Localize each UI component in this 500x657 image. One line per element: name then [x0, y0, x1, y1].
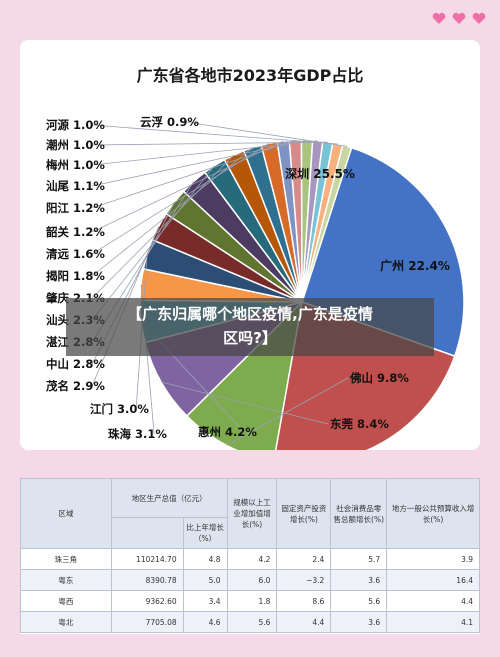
leader-line-2: [226, 377, 349, 446]
pie-label-20: 云浮 0.9%: [140, 115, 199, 129]
pie-label-2: 佛山 9.8%: [349, 371, 409, 385]
table-header: 地方一般公共预算收入增长(%): [386, 478, 480, 549]
table-cell: 粤北: [20, 611, 112, 633]
overlay-line-2: 区吗?】: [223, 329, 277, 347]
table-cell: 5.6: [330, 590, 388, 612]
economic-table: 区域 地区生产总值（亿元） 规模以上工业增加值增长(%) 固定资产投资增长(%)…: [20, 478, 480, 634]
overlay-line-1: 【广东归属哪个地区疫情,广东是疫情: [127, 305, 373, 323]
table-row: 珠三角 110214.70 4.8 4.2 2.4 5.7 3.9: [20, 548, 480, 570]
table-cell: 6.0: [226, 569, 278, 591]
table-cell: 5.0: [182, 569, 228, 591]
leader-line-10: [91, 165, 215, 321]
leader-line-19: [92, 124, 338, 145]
table-cell: 4.4: [386, 590, 480, 612]
table-cell: 粤西: [20, 590, 112, 612]
table-cell: 110214.70: [110, 548, 184, 570]
heart-icon: [452, 12, 466, 24]
table-cell: 4.2: [226, 548, 278, 570]
pie-label-0: 深圳 25.5%: [285, 166, 355, 181]
leader-line-18: [92, 141, 328, 146]
pie-label-4: 惠州 4.2%: [198, 425, 257, 439]
table-row: 粤东 8390.78 5.0 6.0 −3.2 3.6 16.4: [20, 569, 480, 591]
table-cell: 3.6: [330, 611, 388, 633]
table-cell: 粤东: [20, 569, 112, 591]
pie-label-3: 东莞 8.4%: [330, 417, 389, 431]
leader-line-14: [91, 140, 284, 233]
table-cell: 1.8: [226, 590, 278, 612]
table-cell: 3.4: [182, 590, 228, 612]
table-cell: 16.4: [386, 569, 480, 591]
chart-title: 广东省各地市2023年GDP占比: [136, 66, 364, 85]
leader-line-15: [91, 139, 296, 209]
heart-icon: [472, 12, 486, 24]
table-header: 区域: [20, 478, 112, 549]
leader-line-12: [91, 147, 253, 277]
table-cell: 5.7: [330, 548, 388, 570]
table-cell: 4.4: [276, 611, 332, 633]
table-cell: 4.1: [386, 611, 480, 633]
leader-line-3: [161, 381, 329, 425]
table-cell: 5.6: [226, 611, 278, 633]
pie-chart: 深圳 25.5% 广州 22.4% 佛山 9.8% 东莞 8.4% 惠州 4.2% 珠海 …: [45, 115, 465, 450]
leader-line-20: [186, 121, 348, 147]
table-subheader: 比上年增长（%）: [182, 517, 228, 549]
table-cell: 4.6: [182, 611, 228, 633]
table-cell: 7705.08: [110, 611, 184, 633]
table-cell: 8.6: [276, 590, 332, 612]
leader-line-16: [92, 139, 308, 187]
chart-card: 广东省各地市2023年GDP占比 深圳 25.5% 广州 22.4% 佛山 9.8%…: [20, 40, 480, 450]
pie-label-8: 中山 2.8%: [46, 357, 105, 371]
pie-label-17: 梅州 1.0%: [46, 158, 105, 172]
heart-icon: [432, 12, 446, 24]
table-header: 地区生产总值（亿元）: [110, 478, 228, 518]
pie-label-15: 阳江 1.2%: [46, 201, 105, 215]
table-header: 规模以上工业增加值增长(%): [226, 478, 278, 549]
table-cell: 3.9: [386, 548, 480, 570]
table-cell: 8390.78: [110, 569, 184, 591]
pie-label-14: 韶关 1.2%: [46, 225, 105, 239]
pie-label-7: 茂名 2.9%: [46, 379, 105, 393]
leader-line-11: [91, 154, 235, 299]
table-row: 粤西 9362.60 3.4 1.8 8.6 5.6 4.4: [20, 590, 480, 612]
table-cell: 珠三角: [20, 548, 112, 570]
table-cell: −3.2: [276, 569, 332, 591]
table-cell: 9362.60: [110, 590, 184, 612]
table-header: 固定资产投资增长(%): [276, 478, 332, 549]
pie-label-12: 揭阳 1.8%: [46, 269, 105, 283]
pie-label-19: 河源 1.0%: [46, 118, 105, 132]
decorative-hearts: [432, 12, 486, 25]
table-header-empty: [110, 517, 184, 549]
pie-label-6: 江门 3.0%: [90, 402, 149, 416]
article-title-overlay[interactable]: 【广东归属哪个地区疫情,广东是疫情 区吗?】: [66, 298, 434, 356]
table-cell: 3.6: [330, 569, 388, 591]
table-cell: 2.4: [276, 548, 332, 570]
pie-label-13: 清远 1.6%: [46, 247, 105, 261]
table-row: 粤北 7705.08 4.6 5.6 4.4 3.6 4.1: [20, 611, 480, 633]
pie-label-18: 潮州 1.0%: [46, 138, 105, 152]
pie-label-5: 珠海 3.1%: [108, 427, 167, 441]
pie-label-16: 汕尾 1.1%: [46, 179, 105, 193]
table-cell: 4.8: [182, 548, 228, 570]
table-header: 社会消费品零售总额增长(%): [330, 478, 388, 549]
pie-label-1: 广州 22.4%: [380, 258, 450, 273]
leader-line-17: [92, 140, 318, 166]
